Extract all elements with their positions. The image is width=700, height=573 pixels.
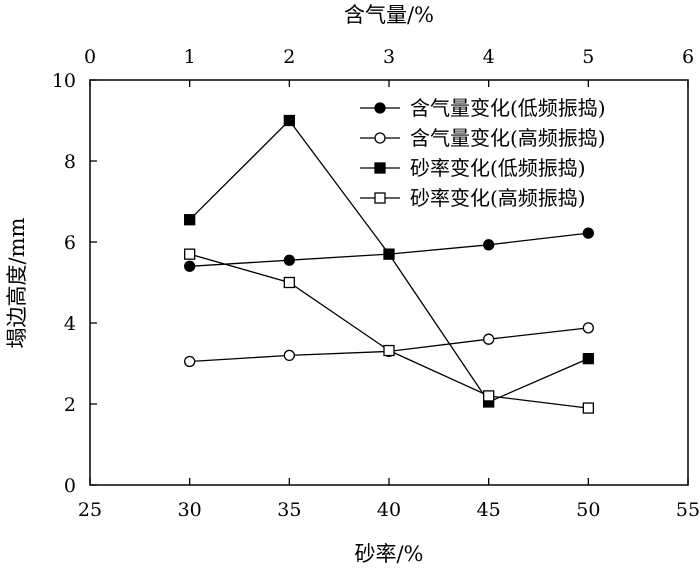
legend-label-4: 砂率变化(高频振捣) bbox=[410, 186, 586, 210]
x-top-tick-label-2: 2 bbox=[283, 46, 295, 68]
x-bottom-tick-label-5: 50 bbox=[576, 499, 600, 521]
x-bottom-tick-label-1: 30 bbox=[178, 499, 202, 521]
series-3-point-2 bbox=[283, 114, 295, 127]
y-tick-label-4: 8 bbox=[64, 151, 76, 173]
legend-marker-2 bbox=[374, 132, 386, 144]
series-4-point-4 bbox=[483, 390, 495, 402]
y-tick-label-2: 4 bbox=[64, 313, 76, 335]
series-2-point-4 bbox=[483, 333, 495, 345]
legend: 含气量变化(低频振捣) 含气量变化(高频振捣) 砂率变化(低频振捣) 砂率变化(… bbox=[360, 96, 606, 210]
series-4-point-5 bbox=[582, 402, 594, 414]
x-bottom-tick-label-4: 45 bbox=[477, 499, 501, 521]
x-top-tick-label-6: 6 bbox=[682, 46, 694, 68]
x-axis-bottom-title: 砂率/% bbox=[354, 542, 423, 566]
y-tick-label-0: 0 bbox=[64, 475, 76, 497]
x-bottom-tick-label-0: 25 bbox=[78, 499, 102, 521]
series-4-point-1 bbox=[184, 248, 196, 260]
y-tick-label-3: 6 bbox=[64, 232, 76, 254]
series-3-point-1 bbox=[184, 214, 196, 226]
series-3-point-3 bbox=[383, 248, 395, 260]
legend-label-1: 含气量变化(低频振捣) bbox=[410, 96, 606, 120]
legend-item-3: 砂率变化(低频振捣) bbox=[360, 156, 586, 180]
legend-item-4: 砂率变化(高频振捣) bbox=[360, 186, 586, 210]
series-1-point-4 bbox=[483, 239, 495, 251]
series-1-point-2 bbox=[283, 254, 295, 266]
x-top-tick-label-5: 5 bbox=[582, 46, 594, 68]
legend-item-2: 含气量变化(高频振捣) bbox=[360, 126, 606, 150]
series-2-point-1 bbox=[184, 355, 196, 368]
legend-item-1: 含气量变化(低频振捣) bbox=[360, 96, 606, 120]
x-top-tick-label-1: 1 bbox=[184, 46, 196, 68]
series-2-point-5 bbox=[582, 322, 594, 334]
x-top-tick-label-4: 4 bbox=[483, 46, 495, 68]
series-1-point-1 bbox=[184, 260, 196, 272]
x-axis-top-title: 含气量/% bbox=[344, 3, 434, 27]
x-top-tick-label-3: 3 bbox=[383, 46, 395, 68]
y-tick-label-5: 10 bbox=[52, 70, 76, 92]
series-3-point-5 bbox=[582, 352, 594, 365]
x-bottom-tick-label-2: 35 bbox=[277, 499, 301, 521]
legend-marker-4 bbox=[374, 192, 386, 204]
legend-marker-3 bbox=[374, 162, 386, 174]
x-bottom-tick-label-3: 40 bbox=[377, 499, 401, 521]
legend-marker-1 bbox=[374, 102, 386, 114]
legend-label-2: 含气量变化(高频振捣) bbox=[410, 126, 606, 150]
series-2-point-2 bbox=[283, 349, 295, 362]
series-4-point-3 bbox=[383, 344, 395, 357]
series-markers bbox=[184, 114, 594, 414]
x-bottom-tick-label-6: 55 bbox=[676, 499, 700, 521]
legend-label-3: 砂率变化(低频振捣) bbox=[410, 156, 586, 180]
series-1-point-5 bbox=[582, 227, 594, 239]
y-axis-title: 塌边高度/mm bbox=[5, 217, 29, 348]
y-tick-label-1: 2 bbox=[64, 394, 76, 416]
x-top-tick-label-0: 0 bbox=[84, 46, 96, 68]
series-4-point-2 bbox=[283, 276, 295, 289]
